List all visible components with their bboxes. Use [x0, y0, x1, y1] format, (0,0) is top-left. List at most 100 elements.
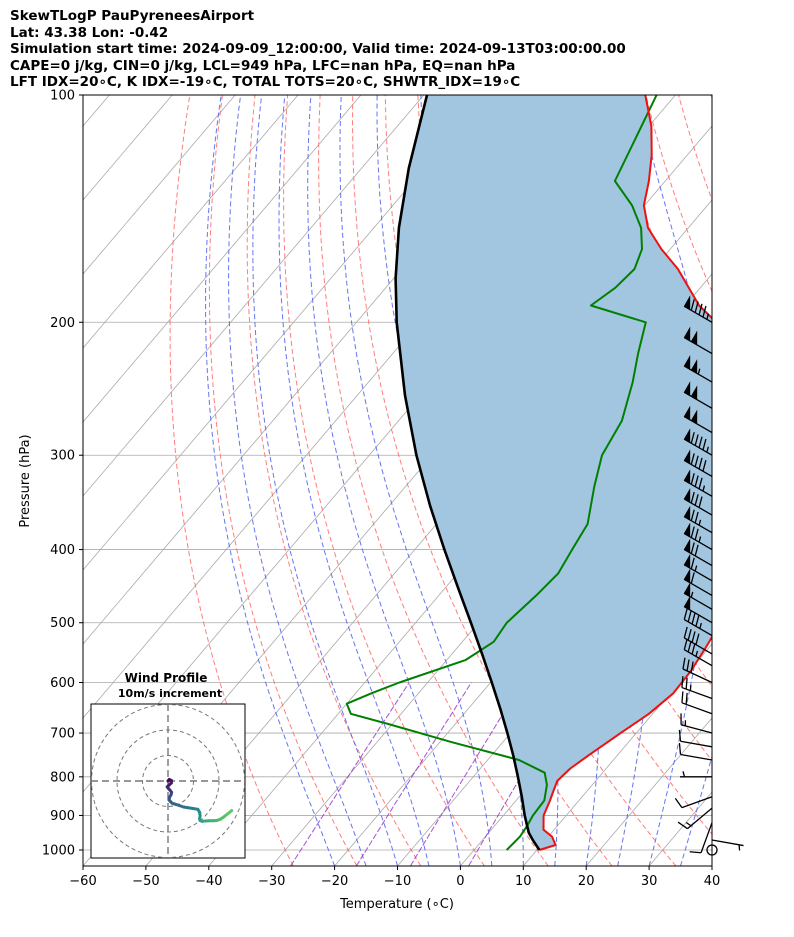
x-tick-label: 0 [456, 874, 464, 889]
y-tick-label: 600 [50, 676, 75, 691]
wind-barb [678, 743, 713, 761]
wind-barb [683, 295, 713, 323]
moist-adiabat [252, 95, 398, 866]
wind-barb [683, 505, 713, 534]
wind-barb [683, 595, 713, 624]
wind-barb [683, 487, 713, 516]
y-axis-label: Pressure (hPa) [18, 434, 33, 527]
wind-barb [674, 796, 713, 809]
wind-barb [683, 638, 713, 667]
wind-barb [683, 428, 713, 456]
dewpoint-line [345, 95, 658, 851]
mixing-ratio-line [409, 682, 523, 866]
wind-barb [680, 713, 713, 734]
wind-barb [683, 553, 713, 582]
wind-barb [683, 582, 713, 610]
wind-barb [683, 381, 713, 409]
isotherm-line [397, 495, 712, 866]
isotherm-line [83, 95, 488, 571]
x-tick-label: −50 [132, 874, 159, 889]
chart-title: SkewTLogP PauPyreneesAirport [10, 8, 255, 24]
dry-adiabat [169, 95, 294, 866]
y-tick-label: 500 [50, 616, 75, 631]
x-axis-label: Temperature (∘C) [339, 897, 454, 912]
wind-barb [683, 626, 713, 655]
wind-barbs [674, 295, 744, 856]
temperature-parcel-fill [395, 95, 712, 850]
moist-adiabat [205, 95, 336, 866]
y-axis-ticks: 100 200 300 400 500 600 700 800 900 1000 [42, 89, 83, 859]
hodograph-title: Wind Profile [125, 671, 208, 685]
wind-barb [682, 657, 713, 684]
wind-barb [683, 608, 713, 637]
wind-barb [689, 822, 713, 854]
hodograph-inset: Wind Profile 10m/s increment [90, 671, 246, 859]
wind-barb [683, 405, 713, 434]
dry-adiabat [351, 95, 613, 866]
dry-adiabat [208, 95, 358, 866]
x-tick-label: 30 [641, 874, 658, 889]
dry-adiabat [318, 95, 549, 866]
y-tick-label: 100 [50, 89, 75, 104]
dry-adiabat [283, 95, 485, 866]
moist-adiabat [339, 95, 493, 866]
y-tick-label: 1000 [42, 844, 75, 859]
mixing-ratio-line [290, 682, 410, 866]
y-tick-label: 200 [50, 316, 75, 331]
moist-adiabat [228, 95, 367, 866]
isotherm-line [83, 95, 362, 423]
x-tick-label: −60 [69, 874, 96, 889]
wind-barb [683, 449, 713, 477]
wind-barb [683, 469, 713, 497]
wind-barb [706, 844, 718, 856]
parcel-line [394, 95, 541, 851]
y-tick-label: 300 [50, 449, 75, 464]
x-tick-label: −40 [195, 874, 222, 889]
chart-header: SkewTLogP PauPyreneesAirport Lat: 43.38 … [10, 8, 626, 91]
x-tick-label: −10 [384, 874, 411, 889]
hodograph-subtitle: 10m/s increment [118, 687, 222, 700]
x-tick-label: 40 [704, 874, 721, 889]
isotherm-line [83, 95, 425, 497]
x-axis-ticks: −60 −50 −40 −30 −20 −10 0 10 20 30 40 [69, 866, 720, 889]
hodograph-segment [226, 809, 234, 816]
y-tick-label: 400 [50, 543, 75, 558]
isotherm-line [585, 717, 712, 866]
dry-adiabat [744, 95, 794, 866]
isotherm-line [83, 95, 236, 275]
wind-barb [678, 729, 713, 748]
isotherm-line [522, 643, 712, 866]
location-coordinates: Lat: 43.38 Lon: -0.42 [10, 24, 169, 41]
wind-barb [683, 522, 713, 551]
wind-barb [683, 568, 713, 596]
wind-barb [683, 326, 713, 355]
isotherm-line [711, 865, 712, 866]
wind-barb [683, 538, 713, 567]
profile-lines [345, 95, 712, 851]
y-tick-label: 800 [50, 770, 75, 785]
dry-adiabat [710, 95, 712, 100]
moist-adiabat [711, 864, 712, 866]
dry-adiabat [482, 95, 712, 688]
simulation-times: Simulation start time: 2024-09-09_12:00:… [10, 41, 626, 57]
x-tick-label: 10 [515, 874, 532, 889]
dry-adiabat [776, 95, 794, 866]
wind-barb [683, 355, 713, 383]
isotherm-line [83, 95, 299, 349]
y-tick-label: 700 [50, 727, 75, 742]
mixing-ratio-line [355, 682, 472, 866]
temperature-line [539, 95, 712, 851]
wind-barb [680, 771, 712, 778]
wind-barb [681, 676, 713, 700]
y-tick-label: 900 [50, 809, 75, 824]
stability-indices: LFT IDX=20∘C, K IDX=-19∘C, TOTAL TOTS=20… [10, 74, 521, 90]
moist-adiabat [278, 95, 430, 866]
x-tick-label: −20 [321, 874, 348, 889]
wind-barb [711, 839, 744, 851]
wind-barb [677, 807, 713, 830]
wind-barb [681, 691, 713, 715]
dry-adiabat [246, 95, 422, 866]
x-tick-label: −30 [258, 874, 285, 889]
x-tick-label: 20 [578, 874, 595, 889]
